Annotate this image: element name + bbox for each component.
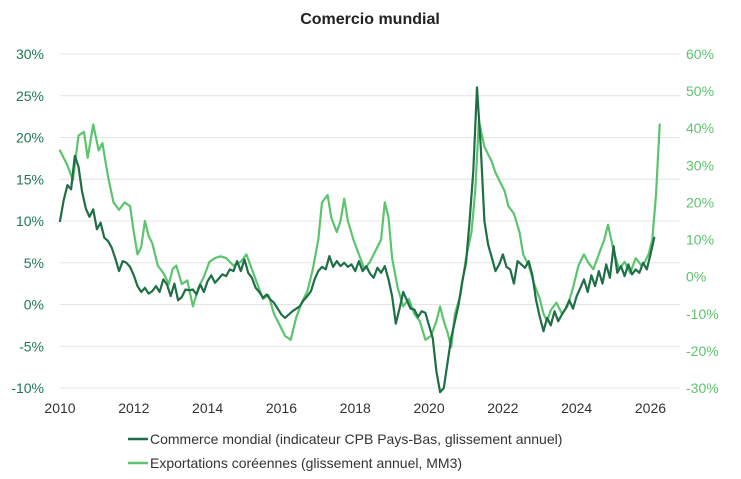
x-tick-label: 2018 (340, 400, 371, 416)
left-tick-label: -5% (19, 338, 44, 354)
right-tick-label: 30% (686, 157, 714, 173)
left-tick-label: 10% (16, 213, 44, 229)
x-tick-label: 2014 (192, 400, 223, 416)
left-tick-label: 5% (24, 255, 44, 271)
right-tick-label: 40% (686, 120, 714, 136)
right-axis-ticks: -30% -20% -10% 0% 10% 20% 30% 40% 50% 60% (686, 46, 719, 396)
left-tick-label: 15% (16, 171, 44, 187)
left-tick-label: -10% (11, 380, 44, 396)
right-tick-label: -30% (686, 380, 719, 396)
x-tick-label: 2020 (413, 400, 444, 416)
series-line-commerce (58, 86, 656, 394)
left-axis-ticks: -10% -5% 0% 5% 10% 15% 20% 25% 30% (11, 46, 44, 396)
series-line-exports (58, 119, 661, 349)
x-tick-label: 2012 (118, 400, 149, 416)
left-tick-label: 0% (24, 297, 44, 313)
x-tick-label: 2024 (561, 400, 592, 416)
right-tick-label: 20% (686, 194, 714, 210)
right-tick-label: -20% (686, 343, 719, 359)
x-tick-label: 2016 (266, 400, 297, 416)
grid-lines (60, 53, 680, 389)
left-tick-label: 25% (16, 88, 44, 104)
legend: Commerce mondial (indicateur CPB Pays-Ba… (128, 431, 562, 471)
right-tick-label: -10% (686, 306, 719, 322)
x-axis-ticks: 2010 2012 2014 2016 2018 2020 2022 2024 2026 (44, 400, 666, 416)
left-tick-label: 30% (16, 46, 44, 62)
left-tick-label: 20% (16, 130, 44, 146)
legend-label-exports: Exportations coréennes (glissement annue… (150, 455, 462, 471)
right-tick-label: 50% (686, 83, 714, 99)
right-tick-label: 60% (686, 46, 714, 62)
x-tick-label: 2010 (44, 400, 75, 416)
right-tick-label: 10% (686, 232, 714, 248)
x-tick-label: 2026 (635, 400, 666, 416)
legend-label-commerce: Commerce mondial (indicateur CPB Pays-Ba… (150, 431, 562, 447)
chart-title: Comercio mundial (300, 11, 440, 28)
x-tick-label: 2022 (487, 400, 518, 416)
series-lines (58, 86, 661, 394)
right-tick-label: 0% (686, 269, 706, 285)
